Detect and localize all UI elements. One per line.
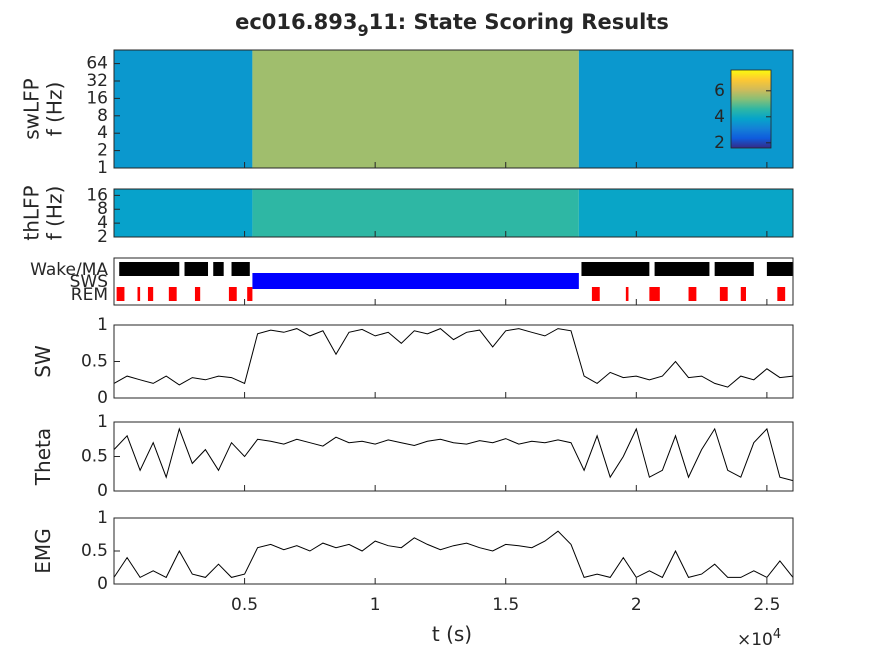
heatmap-cell (252, 50, 579, 168)
y-tick-label: 1 (97, 158, 108, 178)
y-axis-label: thLFP (20, 185, 44, 240)
x-tick-label: 1.5 (492, 595, 519, 615)
signal-line (113, 427, 794, 482)
multiplier-base: ×10 (737, 630, 773, 650)
title: ec016.893 (235, 10, 357, 34)
state-interval (252, 273, 579, 289)
y-tick-label: 64 (86, 54, 108, 74)
axes-box (113, 324, 794, 399)
y-tick-label: 4 (97, 213, 108, 233)
state-interval (591, 287, 600, 301)
state-interval (184, 262, 209, 276)
y-axis-label: SW (31, 345, 55, 378)
figure-title: ec016.893911: State Scoring Results (235, 10, 669, 40)
state-interval (654, 262, 710, 276)
x-multiplier: ×104 (737, 627, 781, 650)
y-tick-label: 0.5 (81, 352, 108, 372)
y-tick-label: 16 (86, 185, 108, 205)
state-interval (116, 287, 125, 301)
y-tick-label: 1 (97, 315, 108, 335)
state-interval (137, 287, 141, 301)
y-tick-label: 0 (97, 388, 108, 408)
state-interval (213, 262, 224, 276)
state-interval (719, 287, 728, 301)
y-axis-label: f (Hz) (43, 82, 67, 137)
y-tick-label: 0 (97, 574, 108, 594)
colorbar-tick-label: 4 (714, 107, 725, 127)
x-tick-label: 0.5 (231, 595, 258, 615)
y-tick-label: 0.5 (81, 541, 108, 561)
x-tick-label: 2.5 (753, 595, 780, 615)
y-axis-label: Theta (31, 428, 55, 486)
axes-box (113, 49, 794, 169)
x-axis-label: t (s) (432, 622, 472, 646)
y-axis-label: f (Hz) (43, 186, 67, 241)
state-interval (688, 287, 697, 301)
heatmap-cell (114, 189, 253, 237)
x-tick-label: 2 (631, 595, 642, 615)
state-interval (228, 287, 237, 301)
y-tick-label: 32 (86, 71, 108, 91)
state-label: REM (71, 285, 108, 305)
colorbar-tick-label: 6 (714, 81, 725, 101)
axes-box (113, 421, 794, 492)
title-subscript: 9 (357, 21, 368, 40)
state-interval (194, 287, 201, 301)
state-interval (581, 262, 650, 276)
y-axis-label: swLFP (20, 78, 44, 139)
state-interval (119, 262, 180, 276)
y-tick-label: 8 (97, 106, 108, 126)
state-interval (231, 262, 250, 276)
y-axis-label: EMG (31, 528, 55, 573)
axes-box (113, 257, 794, 306)
state-label: SWS (70, 272, 108, 292)
y-tick-label: 1 (97, 412, 108, 432)
state-interval (777, 287, 786, 301)
heatmap-cell (578, 189, 793, 237)
multiplier-exponent: 4 (773, 627, 781, 642)
state-interval (649, 287, 660, 301)
colorbar-tick-label: 2 (714, 133, 725, 153)
heatmap-cell (252, 189, 579, 237)
signal-line (113, 328, 794, 388)
state-label: Wake/MA (30, 260, 108, 280)
state-interval (766, 262, 793, 276)
x-tick-label: 1 (370, 595, 381, 615)
axes-box (113, 517, 794, 585)
state-interval (625, 287, 629, 301)
colorbar (730, 69, 772, 149)
axes-box (113, 188, 794, 238)
title-rest: 11: State Scoring Results (369, 10, 669, 34)
y-tick-label: 0.5 (81, 447, 108, 467)
y-tick-label: 1 (97, 508, 108, 528)
state-interval (247, 287, 253, 301)
state-interval (147, 287, 154, 301)
y-tick-label: 8 (97, 199, 108, 219)
signal-line (113, 530, 794, 579)
y-tick-label: 2 (97, 227, 108, 247)
state-interval (714, 262, 754, 276)
state-interval (740, 287, 746, 301)
y-tick-label: 4 (97, 123, 108, 143)
y-tick-label: 2 (97, 141, 108, 161)
y-tick-label: 0 (97, 481, 108, 501)
heatmap-cell (114, 50, 253, 168)
y-tick-label: 16 (86, 88, 108, 108)
state-interval (168, 287, 177, 301)
